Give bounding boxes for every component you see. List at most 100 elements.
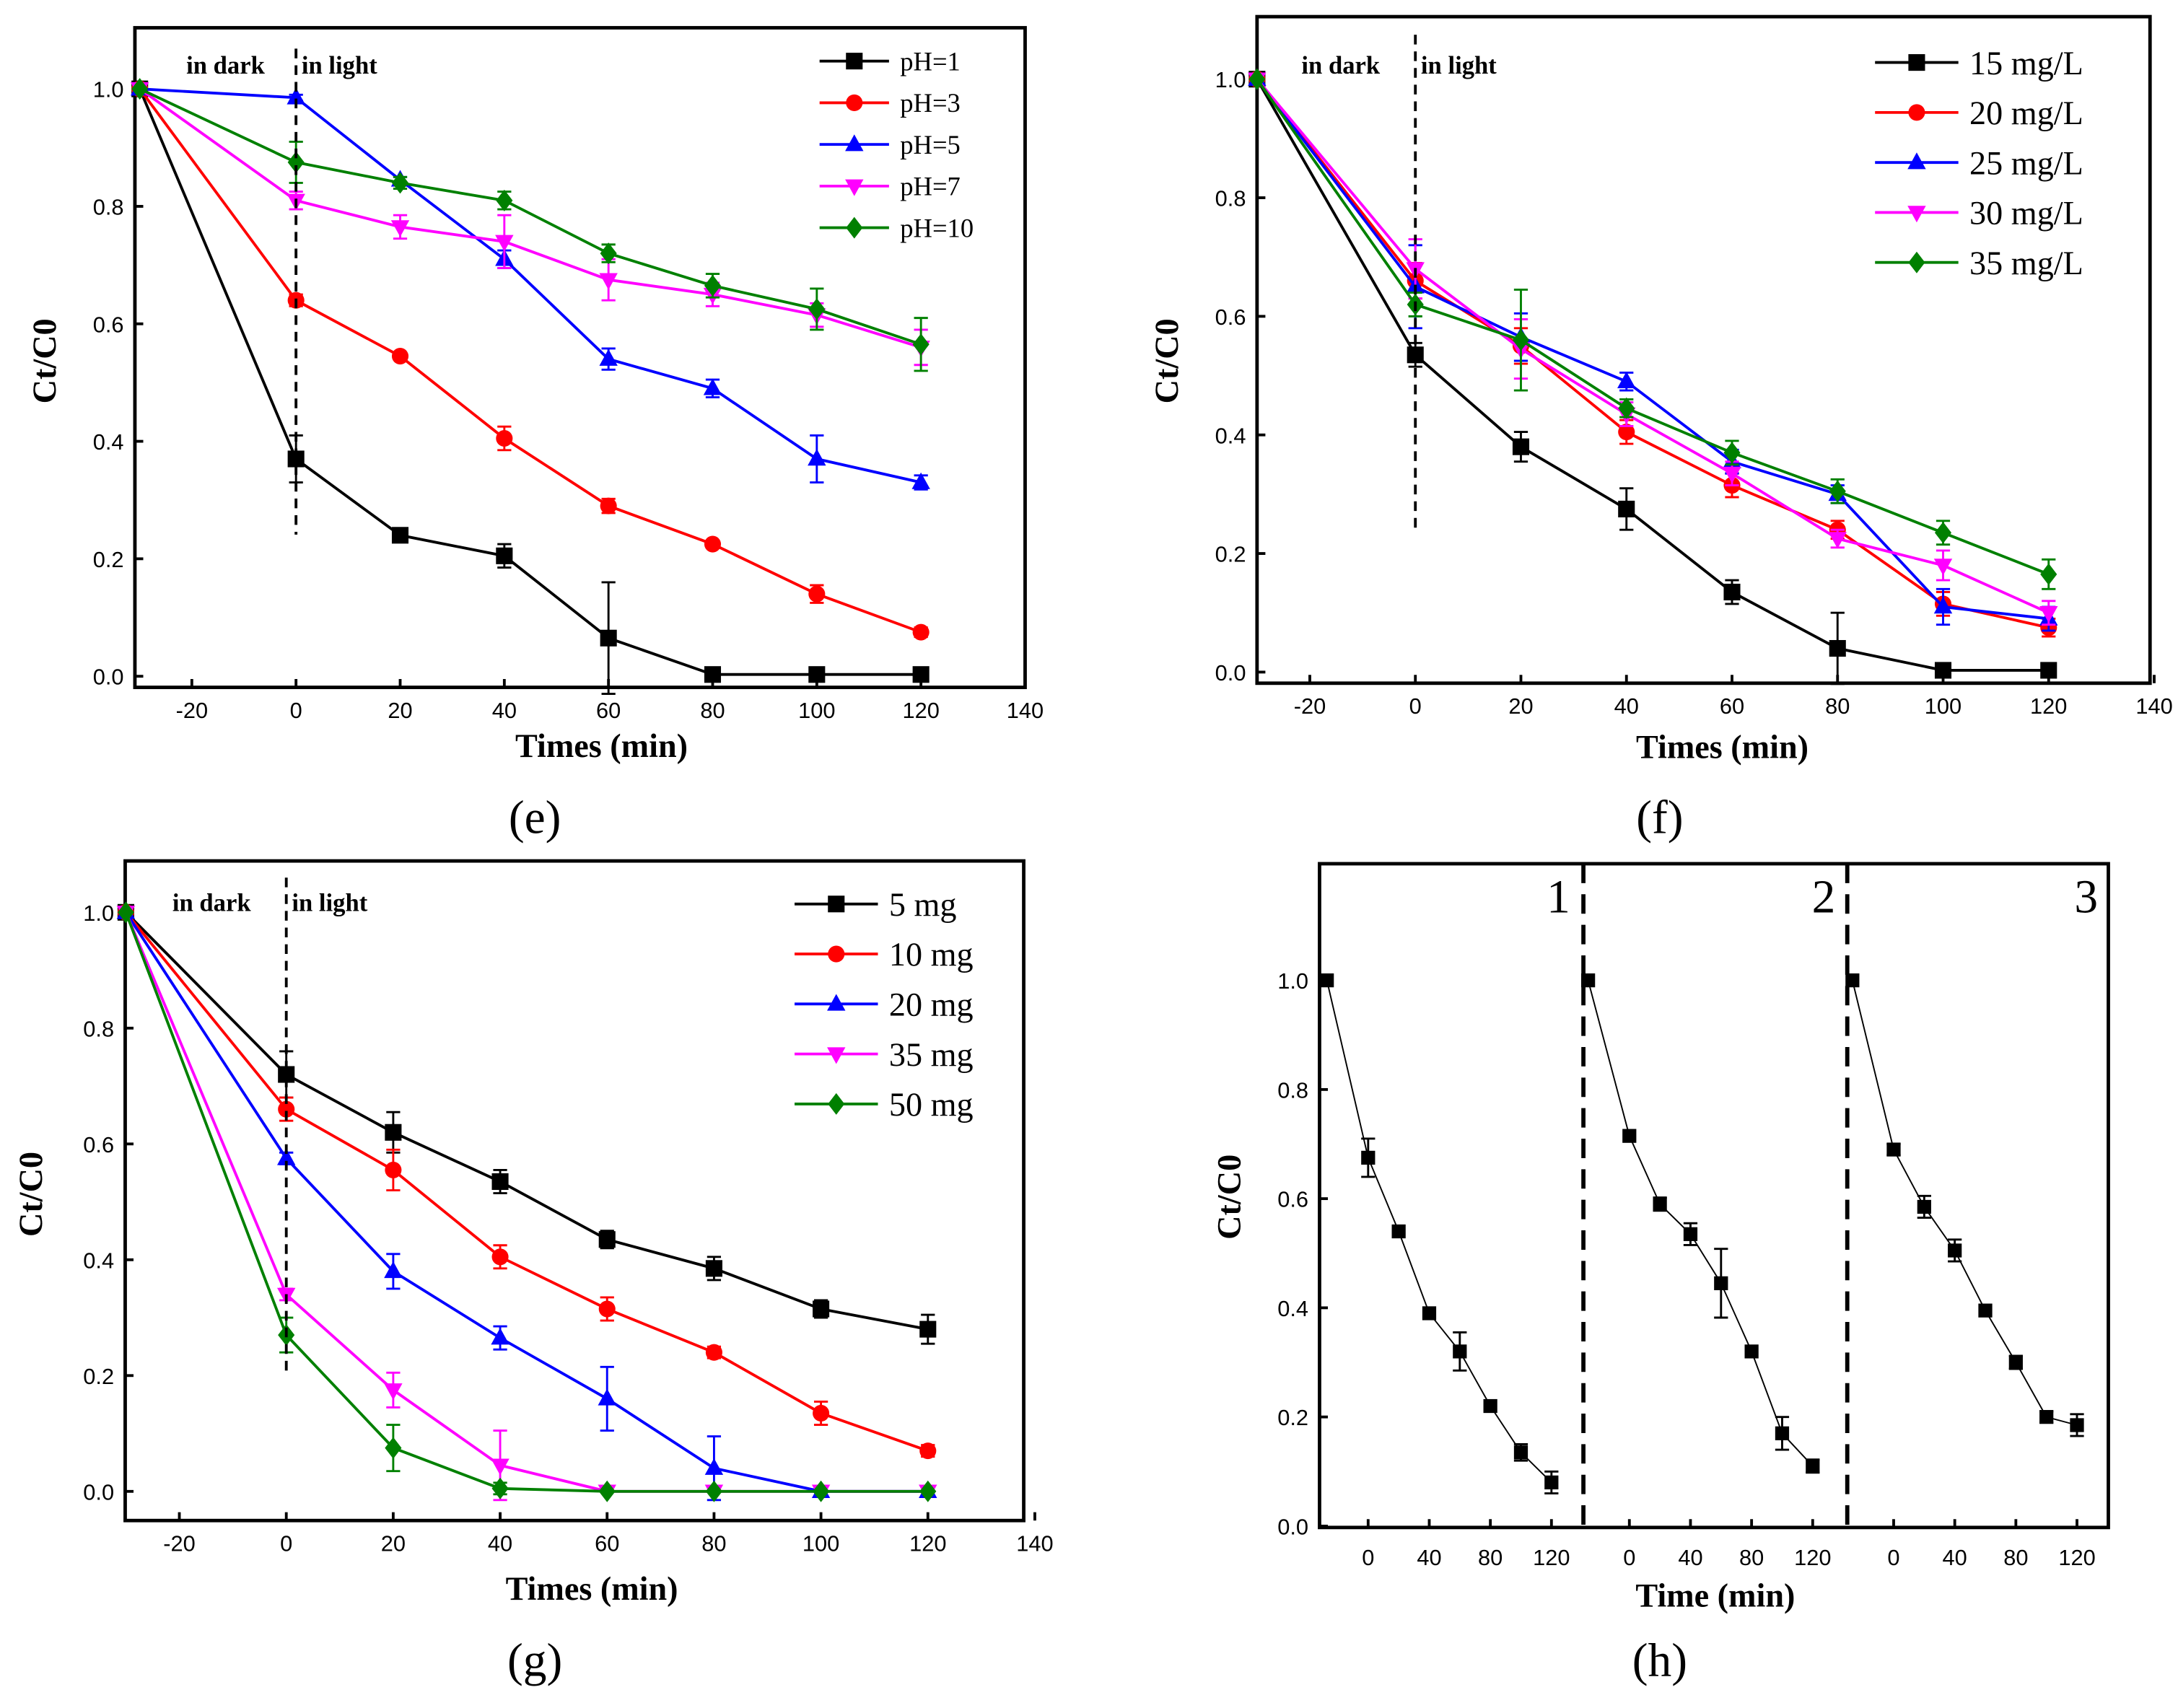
data-point (808, 666, 826, 683)
y-tick-label: 1.0 (1277, 968, 1308, 994)
legend-label: pH=3 (900, 88, 961, 118)
x-tick-label: -20 (1294, 693, 1326, 719)
y-tick-label: 0.6 (83, 1132, 114, 1157)
legend-label: pH=5 (900, 130, 961, 159)
series-line (1256, 78, 2050, 629)
data-point (599, 273, 618, 290)
y-tick-label: 0.8 (1277, 1077, 1308, 1103)
series-line (139, 87, 922, 484)
y-tick-label: 0.2 (1215, 542, 1246, 567)
series-line (1256, 78, 2049, 672)
y-axis-title: Ct/C0 (26, 318, 63, 403)
cycle-label: 3 (2074, 871, 2098, 923)
data-point (1581, 973, 1596, 988)
legend-label: 25 mg/L (1969, 144, 2083, 181)
annotation-in-light: in light (302, 52, 377, 79)
data-point (1723, 583, 1741, 601)
x-tick-label: 120 (902, 698, 939, 723)
annotation-in-light: in light (1421, 52, 1497, 79)
y-tick-label: 0.4 (93, 429, 124, 455)
cycle-label: 2 (1812, 871, 1836, 923)
data-point (2040, 662, 2057, 679)
data-point (1618, 397, 1635, 419)
data-point (1320, 973, 1334, 988)
data-point (1917, 1199, 1931, 1214)
y-tick-label: 0.6 (93, 312, 124, 337)
y-tick-label: 0.4 (1277, 1296, 1308, 1321)
y-tick-label: 0.8 (93, 195, 124, 220)
plot-frame (133, 26, 1027, 689)
data-point (2039, 1410, 2054, 1424)
data-point (496, 429, 513, 447)
x-tick-label: 80 (700, 698, 725, 723)
data-point (600, 242, 617, 265)
x-tick-label: 60 (595, 1531, 619, 1556)
x-tick-label: 120 (1794, 1545, 1831, 1570)
data-point (1391, 1224, 1406, 1239)
data-point (1934, 662, 1952, 679)
data-point (1886, 1142, 1901, 1157)
x-tick-label: 40 (1614, 693, 1639, 719)
legend-label: 50 mg (889, 1086, 974, 1123)
data-point (496, 189, 513, 211)
data-point (599, 349, 618, 366)
data-point (1618, 500, 1635, 517)
x-tick-label: 60 (1720, 693, 1744, 719)
legend-marker (1907, 206, 1926, 223)
legend-marker (845, 134, 864, 152)
data-point (287, 87, 305, 105)
x-tick-label: 60 (596, 698, 621, 723)
data-point (1828, 532, 1847, 549)
y-tick-label: 0.2 (93, 547, 124, 572)
series-line (125, 911, 929, 1331)
data-point (2039, 605, 2058, 623)
data-point (705, 1260, 722, 1277)
legend-label: pH=10 (900, 213, 974, 242)
series-line (139, 87, 922, 349)
data-point (705, 1480, 722, 1502)
data-point (391, 527, 409, 544)
y-tick-label: 1.0 (83, 901, 114, 926)
data-point (1513, 1445, 1528, 1460)
series-line (124, 911, 928, 1493)
data-point (1683, 1227, 1698, 1241)
y-axis-title: Ct/C0 (1148, 318, 1185, 403)
data-point (491, 1248, 509, 1266)
legend-marker (827, 1047, 846, 1064)
data-point (919, 1442, 937, 1460)
legend-label: 15 mg/L (1969, 45, 2083, 82)
x-tick-label: 140 (1016, 1531, 1053, 1556)
x-tick-label: 100 (1925, 693, 1961, 719)
series-line (139, 87, 922, 346)
x-tick-label: 40 (488, 1531, 512, 1556)
x-tick-label: 120 (909, 1531, 946, 1556)
legend-label: 20 mg/L (1969, 95, 2083, 131)
x-tick-label: -20 (176, 698, 209, 723)
data-point (277, 1148, 296, 1165)
data-point (385, 1161, 402, 1178)
legend-marker (1907, 152, 1926, 170)
data-point (912, 333, 930, 356)
legend-marker (1908, 251, 1925, 273)
x-axis-title: Time (min) (1635, 1577, 1795, 1614)
data-point (808, 585, 826, 603)
annotation-in-dark: in dark (172, 889, 251, 916)
data-point (495, 235, 514, 252)
series-line (139, 88, 922, 634)
legend-marker (1908, 104, 1925, 121)
data-point (2008, 1355, 2023, 1370)
x-tick-label: 0 (1623, 1545, 1635, 1570)
data-point (911, 472, 930, 489)
data-point (391, 347, 409, 365)
data-point (1933, 559, 1953, 576)
data-point (598, 1480, 616, 1502)
data-point (1933, 597, 1953, 614)
legend-label: pH=7 (900, 172, 961, 201)
data-point (919, 1321, 937, 1338)
data-point (1723, 466, 1741, 483)
data-point (1978, 1303, 1993, 1318)
data-point (813, 1404, 830, 1422)
data-point (808, 298, 826, 320)
cycle-label: 1 (1547, 871, 1570, 923)
data-point (1422, 1306, 1437, 1321)
